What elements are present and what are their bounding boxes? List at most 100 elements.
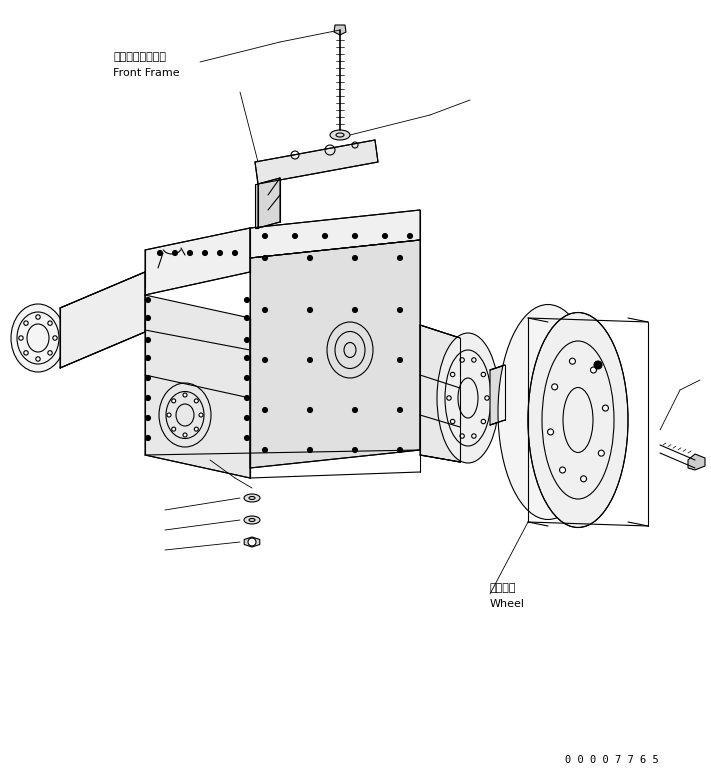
Circle shape (146, 436, 151, 440)
Circle shape (245, 416, 250, 420)
Circle shape (292, 234, 297, 238)
Circle shape (48, 351, 52, 355)
Circle shape (307, 358, 313, 362)
Circle shape (171, 427, 176, 431)
Circle shape (353, 307, 358, 313)
Text: ホイール: ホイール (490, 583, 516, 593)
Circle shape (199, 413, 203, 417)
Circle shape (447, 396, 451, 400)
Circle shape (353, 407, 358, 413)
Circle shape (451, 420, 455, 423)
Circle shape (262, 407, 267, 413)
Circle shape (146, 337, 151, 343)
Circle shape (23, 351, 28, 355)
Circle shape (599, 450, 604, 456)
Circle shape (460, 358, 464, 362)
Circle shape (560, 467, 565, 473)
Circle shape (481, 372, 486, 377)
Text: Wheel: Wheel (490, 599, 525, 609)
Circle shape (485, 396, 489, 400)
Circle shape (397, 255, 402, 261)
Circle shape (407, 234, 412, 238)
Circle shape (194, 399, 198, 402)
Circle shape (194, 427, 198, 431)
Circle shape (481, 420, 486, 423)
Circle shape (245, 436, 250, 440)
Polygon shape (334, 25, 346, 35)
Circle shape (353, 255, 358, 261)
Circle shape (146, 375, 151, 381)
Circle shape (146, 396, 151, 400)
Circle shape (171, 399, 176, 402)
Circle shape (262, 234, 267, 238)
Circle shape (146, 355, 151, 361)
Ellipse shape (159, 383, 211, 447)
Circle shape (552, 384, 557, 390)
Circle shape (594, 361, 602, 369)
Circle shape (146, 316, 151, 320)
Circle shape (471, 434, 476, 438)
Circle shape (53, 336, 57, 341)
Polygon shape (60, 272, 145, 368)
Circle shape (232, 251, 237, 255)
Circle shape (36, 357, 41, 361)
Polygon shape (250, 210, 420, 258)
Circle shape (218, 251, 223, 255)
Circle shape (307, 407, 313, 413)
Circle shape (262, 447, 267, 453)
Circle shape (36, 315, 41, 319)
Circle shape (245, 355, 250, 361)
Circle shape (173, 251, 178, 255)
Ellipse shape (437, 333, 499, 463)
Circle shape (262, 255, 267, 261)
Circle shape (248, 538, 256, 546)
Circle shape (397, 407, 402, 413)
Circle shape (307, 447, 313, 453)
Circle shape (590, 367, 597, 373)
Polygon shape (688, 454, 705, 470)
Circle shape (353, 447, 358, 453)
Ellipse shape (244, 494, 260, 502)
Circle shape (307, 255, 313, 261)
Circle shape (383, 234, 387, 238)
Circle shape (397, 307, 402, 313)
Circle shape (397, 358, 402, 362)
Circle shape (353, 234, 358, 238)
Polygon shape (250, 240, 420, 468)
Circle shape (245, 375, 250, 381)
Ellipse shape (11, 304, 65, 372)
Circle shape (323, 234, 328, 238)
Circle shape (146, 297, 151, 303)
Circle shape (18, 336, 23, 341)
Ellipse shape (528, 313, 628, 528)
Circle shape (245, 337, 250, 343)
Circle shape (48, 321, 52, 325)
Circle shape (451, 372, 455, 377)
Circle shape (23, 321, 28, 325)
Text: フロントフレーム: フロントフレーム (113, 52, 166, 62)
Text: 0 0 0 0 7 7 6 5: 0 0 0 0 7 7 6 5 (565, 755, 659, 765)
Circle shape (471, 358, 476, 362)
Polygon shape (145, 295, 250, 478)
Circle shape (245, 297, 250, 303)
Polygon shape (255, 184, 258, 228)
Text: Front Frame: Front Frame (113, 68, 180, 78)
Circle shape (188, 251, 193, 255)
Polygon shape (490, 365, 505, 425)
Circle shape (353, 358, 358, 362)
Circle shape (203, 251, 208, 255)
Circle shape (570, 358, 575, 365)
Circle shape (146, 416, 151, 420)
Ellipse shape (327, 322, 373, 378)
Circle shape (245, 316, 250, 320)
Circle shape (183, 433, 187, 437)
Circle shape (183, 393, 187, 397)
Circle shape (581, 476, 587, 481)
Ellipse shape (330, 130, 350, 140)
Circle shape (460, 434, 464, 438)
Circle shape (245, 396, 250, 400)
Circle shape (158, 251, 163, 255)
Polygon shape (255, 140, 378, 184)
Ellipse shape (244, 516, 260, 524)
Polygon shape (258, 178, 280, 228)
